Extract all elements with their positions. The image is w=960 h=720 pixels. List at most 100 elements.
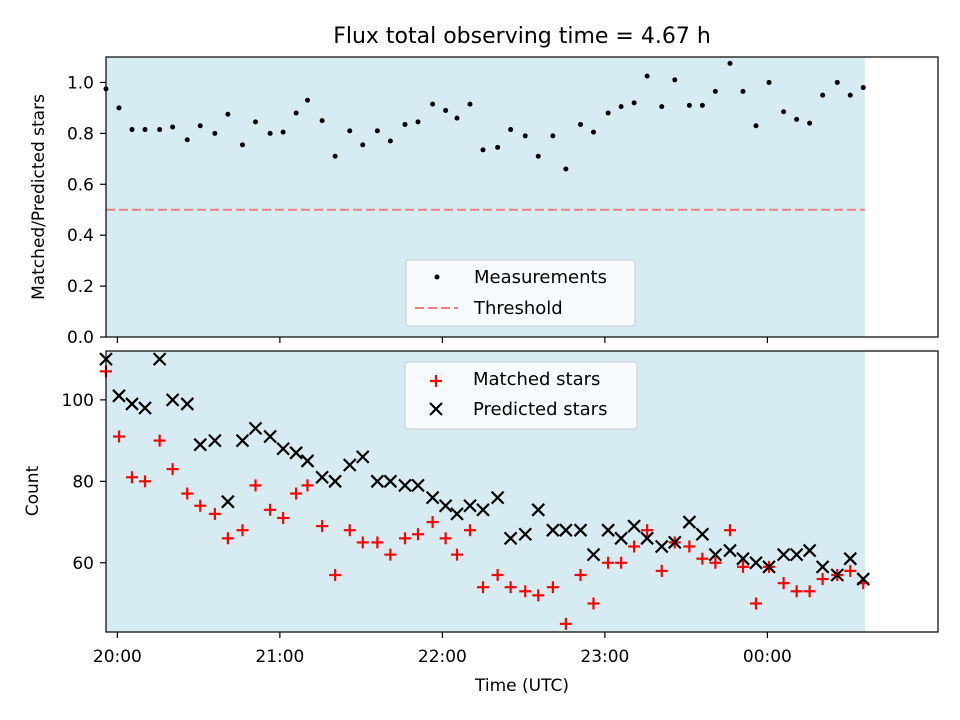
measurement-point <box>794 116 800 122</box>
measurement-point <box>578 121 583 127</box>
measurement-point <box>820 92 826 98</box>
predicted-star-point <box>425 490 440 505</box>
predicted-star-point <box>531 503 546 517</box>
measurement-point <box>618 104 624 110</box>
measurement-point <box>495 144 501 150</box>
measurement-point <box>550 133 556 139</box>
y-tick-label: 80 <box>72 472 94 492</box>
predicted-star-point <box>152 352 167 366</box>
predicted-legend-marker <box>429 402 443 416</box>
predicted-star-point <box>208 433 222 448</box>
matched-star-point <box>615 556 628 569</box>
measurement-point <box>467 101 473 107</box>
measurement-point <box>508 127 514 133</box>
measurement-point <box>605 110 611 116</box>
matched-star-point <box>208 507 221 520</box>
y-tick-label: 0.8 <box>67 124 94 144</box>
matched-star-point <box>464 524 476 537</box>
measurement-point <box>860 85 866 91</box>
matched-star-point <box>399 532 411 545</box>
predicted-star-point <box>830 568 845 582</box>
predicted-star-point <box>328 474 342 489</box>
y-tick-label: 60 <box>72 554 94 574</box>
measurement-point <box>454 115 460 121</box>
measurement-point <box>347 128 353 134</box>
predicted-star-point <box>289 446 303 460</box>
matched-star-point <box>628 540 641 553</box>
predicted-star-point <box>235 433 250 448</box>
predicted-star-point <box>476 503 490 517</box>
predicted-star-point <box>490 490 505 505</box>
predicted-star-point <box>180 397 195 411</box>
predicted-star-point <box>112 389 126 403</box>
predicted-star-point <box>654 539 669 554</box>
predicted-star-point <box>263 429 277 444</box>
predicted-star-point <box>165 393 180 407</box>
matched-star-point <box>655 564 668 577</box>
y-tick-label: 0.4 <box>67 226 94 246</box>
matched-star-point <box>559 617 572 630</box>
matched-star-point <box>709 556 722 569</box>
matched-star-point <box>816 573 829 586</box>
predicted-star-point <box>627 519 641 533</box>
predicted-star-point <box>546 523 560 537</box>
measurement-point <box>116 105 122 111</box>
predicted-star-point <box>342 458 357 472</box>
predicted-star-point <box>398 478 412 493</box>
matched-star-points <box>100 365 870 630</box>
matched-star-point <box>343 524 356 537</box>
measurement-point <box>807 120 813 126</box>
measurement-point <box>240 142 245 148</box>
predicted-star-point <box>370 474 385 489</box>
matched-star-point <box>113 430 125 443</box>
measurement-point <box>443 107 449 113</box>
predicted-star-point <box>411 478 425 493</box>
bottom-y-axis-label: Count <box>23 465 43 516</box>
matched-star-point <box>477 581 489 594</box>
predicted-star-point <box>736 551 750 566</box>
measurement-point <box>591 129 596 135</box>
matched-star-point <box>249 479 262 492</box>
measurement-point <box>305 97 310 103</box>
measurement-point <box>727 60 733 66</box>
matched-star-point <box>602 556 615 569</box>
predicted-star-point <box>383 474 398 489</box>
measurement-point <box>753 123 759 129</box>
measurement-point <box>847 92 853 98</box>
predicted-star-point <box>559 523 573 537</box>
measurement-point <box>766 79 772 85</box>
predicted-star-point <box>695 527 710 542</box>
matched-star-point <box>277 511 290 524</box>
matched-star-point <box>139 475 151 488</box>
y-tick-label: 0.6 <box>67 175 94 195</box>
predicted-star-point <box>450 507 464 521</box>
measurements-legend-marker <box>434 274 440 280</box>
top-axes-frame <box>105 56 939 338</box>
matched-star-point <box>181 487 194 500</box>
measurement-point <box>699 102 705 108</box>
bottom-legend: Matched stars Predicted stars <box>404 361 638 430</box>
y-tick-label: 0.0 <box>67 328 94 348</box>
matched-star-point <box>264 503 277 516</box>
measurement-point <box>712 88 718 94</box>
matched-star-point <box>532 589 545 602</box>
bottom-x-ticks: 20:00 21:00 22:00 23:00 00:00 <box>93 632 792 667</box>
top-panel: 0.0 0.2 0.4 0.6 0.8 1.0 Matched/Predicted sta… <box>29 56 939 348</box>
predicted-star-point <box>355 450 370 464</box>
matched-star-point <box>384 548 397 561</box>
matched-star-point <box>426 516 439 529</box>
measurement-point <box>157 127 163 133</box>
matched-star-point <box>519 585 532 598</box>
predicted-star-point <box>815 560 830 574</box>
measurement-point <box>480 147 486 153</box>
predicted-star-point <box>125 397 139 411</box>
measurement-point <box>686 102 692 108</box>
measurement-point <box>387 138 393 144</box>
matched-star-point <box>301 479 314 492</box>
predicted-star-point <box>789 547 804 562</box>
predicted-star-points <box>99 352 871 586</box>
measurement-point <box>319 118 325 124</box>
matched-star-point <box>356 536 369 549</box>
top-y-ticks: 0.0 0.2 0.4 0.6 0.8 1.0 <box>67 73 106 348</box>
